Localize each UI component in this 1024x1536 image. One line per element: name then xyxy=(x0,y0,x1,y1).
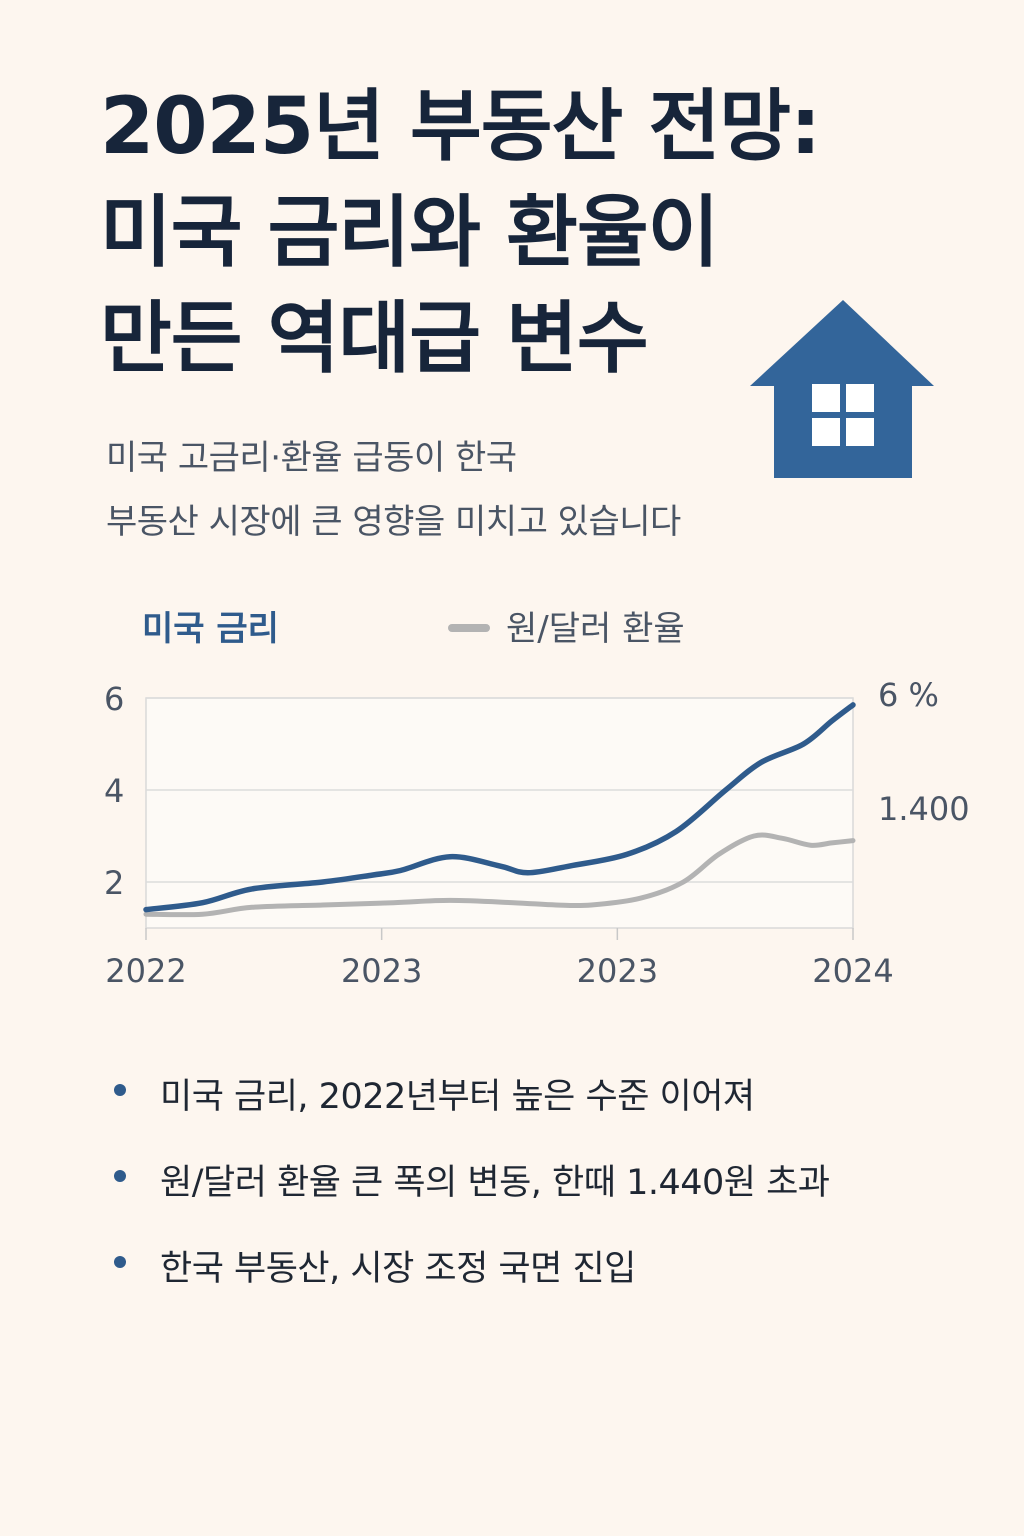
x-tick-label: 2023 xyxy=(341,952,422,990)
house-icon xyxy=(750,300,934,478)
bullet-text: 한국 부동산, 시장 조정 국면 진입 xyxy=(160,1249,636,1289)
end-label-us-rate: 6 % xyxy=(878,676,939,714)
plot-area xyxy=(145,697,854,929)
title-line-1: 2025년 부동산 전망: xyxy=(100,82,821,172)
line-chart: 미국 금리 원/달러 환율 6 4 2 2022 2023 2023 2024 1.400 6 … xyxy=(104,609,970,990)
title-line-3: 만든 역대급 변수 xyxy=(100,294,649,384)
bullet-item: 미국 금리, 2022년부터 높은 수준 이어져 xyxy=(110,1046,990,1132)
bullet-list: 미국 금리, 2022년부터 높은 수준 이어져 원/달러 환율 큰 폭의 변동… xyxy=(110,1046,990,1304)
y-tick-label: 6 xyxy=(104,680,124,718)
bullet-text: 미국 금리, 2022년부터 높은 수준 이어져 xyxy=(160,1077,755,1117)
y-tick-label: 2 xyxy=(104,864,124,902)
x-tick-label: 2022 xyxy=(105,952,186,990)
bullet-dot-icon xyxy=(114,1256,126,1268)
y-tick-label: 4 xyxy=(104,772,124,810)
bullet-dot-icon xyxy=(114,1170,126,1182)
end-label-krw-usd: 1.400 xyxy=(878,790,970,828)
series-line-us-rate xyxy=(143,702,856,913)
bullet-item: 원/달러 환율 큰 폭의 변동, 한때 1.440원 초과 xyxy=(110,1132,990,1218)
title-line-2: 미국 금리와 환율이 xyxy=(100,188,719,278)
bullet-item: 한국 부동산, 시장 조정 국면 진입 xyxy=(110,1218,990,1304)
page-title: 2025년 부동산 전망: 미국 금리와 환율이 만든 역대급 변수 xyxy=(100,74,920,392)
x-tick-label: 2023 xyxy=(577,952,658,990)
x-tick-label: 2024 xyxy=(812,952,893,990)
bullet-dot-icon xyxy=(114,1084,126,1096)
subtitle: 미국 고금리·환율 급동이 한국 부동산 시장에 큰 영향을 미치고 있습니다 xyxy=(106,426,806,554)
legend-label-rate: 미국 금리 xyxy=(142,609,279,649)
subtitle-line-1: 미국 고금리·환율 급동이 한국 xyxy=(106,438,517,478)
series-line-krw-usd xyxy=(143,832,856,918)
legend-label-fx: 원/달러 환율 xyxy=(506,609,685,649)
bullet-text: 원/달러 환율 큰 폭의 변동, 한때 1.440원 초과 xyxy=(160,1163,830,1203)
subtitle-line-2: 부동산 시장에 큰 영향을 미치고 있습니다 xyxy=(106,502,681,542)
